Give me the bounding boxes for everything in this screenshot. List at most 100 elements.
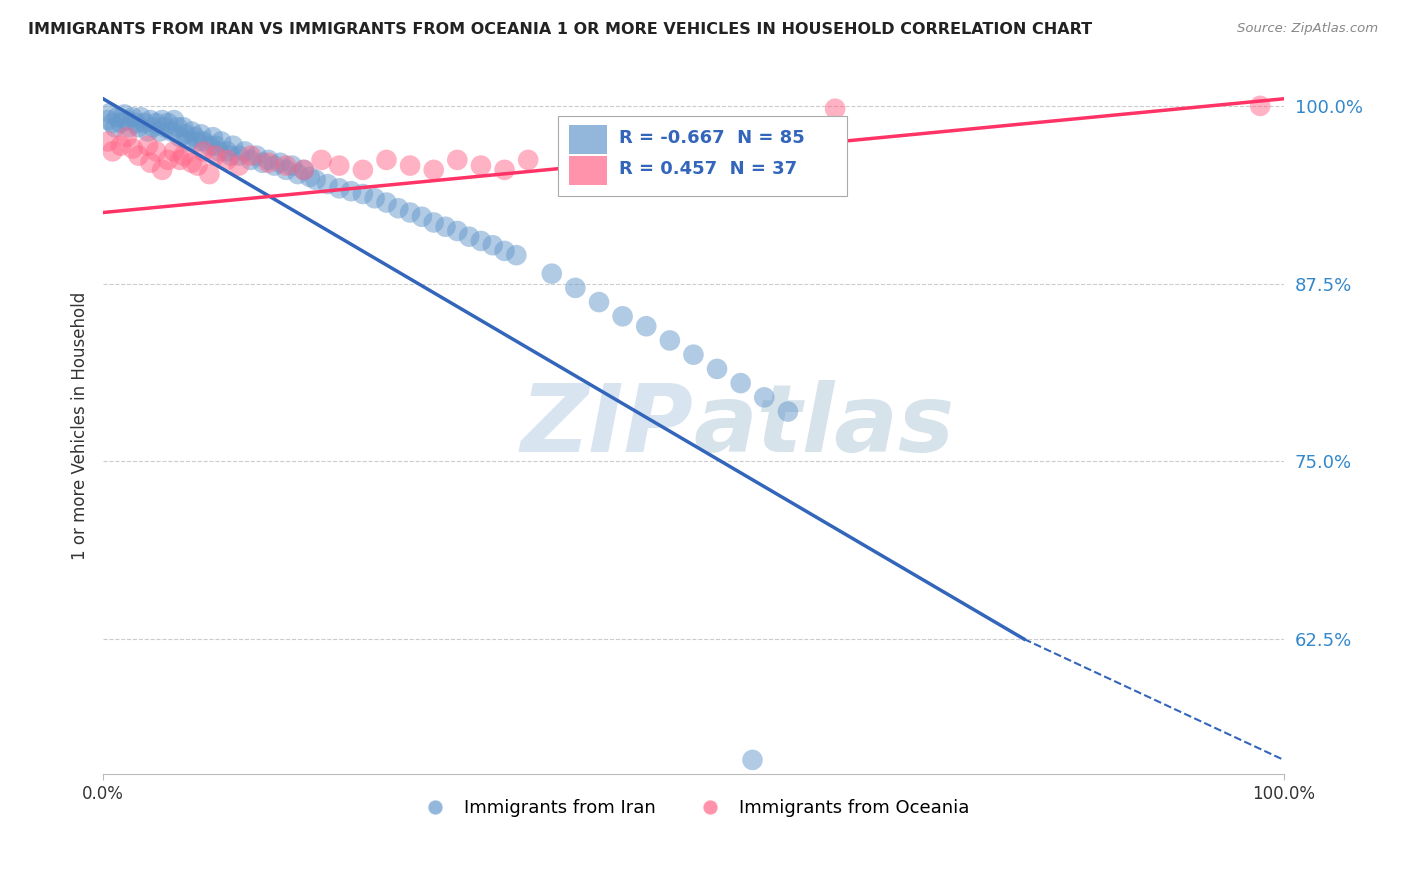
Text: Source: ZipAtlas.com: Source: ZipAtlas.com [1237, 22, 1378, 36]
Point [180, 124, 202, 138]
Point [494, 244, 516, 258]
Point [101, 116, 124, 130]
Point [298, 169, 321, 184]
Point [149, 124, 172, 138]
Point [219, 148, 242, 162]
Point [217, 153, 239, 167]
Point [97, 135, 120, 149]
Point [399, 159, 422, 173]
Point [494, 162, 516, 177]
Point [636, 319, 658, 334]
Point [422, 162, 444, 177]
Point [169, 153, 191, 167]
Point [658, 334, 681, 348]
Point [276, 162, 298, 177]
Point [129, 110, 152, 124]
Point [263, 159, 285, 173]
Point [139, 113, 162, 128]
Point [612, 310, 634, 324]
Point [776, 404, 799, 418]
Point [287, 167, 309, 181]
Point [706, 362, 728, 376]
Point [128, 120, 150, 135]
Point [115, 130, 138, 145]
Point [157, 116, 180, 130]
Point [276, 159, 298, 173]
Point [172, 120, 194, 135]
Point [730, 376, 752, 391]
Point [470, 159, 492, 173]
Point [239, 148, 262, 162]
Point [118, 120, 141, 135]
Point [682, 348, 704, 362]
Point [112, 107, 135, 121]
Point [153, 120, 176, 135]
Point [190, 128, 212, 142]
Point [269, 155, 291, 169]
Point [184, 130, 207, 145]
Point [399, 205, 422, 219]
Point [101, 145, 124, 159]
Point [316, 177, 339, 191]
Point [311, 153, 333, 167]
Point [328, 181, 350, 195]
Point [198, 138, 221, 153]
Point [292, 162, 315, 177]
Point [150, 162, 173, 177]
Text: IMMIGRANTS FROM IRAN VS IMMIGRANTS FROM OCEANIA 1 OR MORE VEHICLES IN HOUSEHOLD : IMMIGRANTS FROM IRAN VS IMMIGRANTS FROM … [28, 22, 1092, 37]
Point [98, 106, 121, 120]
Point [446, 153, 468, 167]
Point [217, 145, 239, 159]
Point [163, 145, 186, 159]
Point [169, 130, 191, 145]
Point [540, 267, 562, 281]
Point [136, 138, 159, 153]
Point [105, 110, 128, 124]
Point [239, 153, 262, 167]
Point [304, 173, 326, 187]
Point [172, 148, 194, 162]
Point [104, 120, 127, 135]
Point [824, 102, 846, 116]
Point [363, 191, 385, 205]
Point [115, 113, 138, 128]
Point [139, 155, 162, 169]
Point [517, 153, 540, 167]
Point [352, 187, 374, 202]
Point [422, 215, 444, 229]
Point [505, 248, 527, 262]
Point [470, 234, 492, 248]
Point [228, 148, 250, 162]
Point [564, 281, 586, 295]
Point [145, 116, 167, 130]
Point [252, 155, 274, 169]
Point [145, 145, 167, 159]
Point [180, 155, 202, 169]
Point [157, 153, 180, 167]
Point [110, 138, 132, 153]
Point [411, 210, 433, 224]
Point [228, 159, 250, 173]
Point [257, 153, 280, 167]
Point [125, 116, 148, 130]
Point [588, 295, 610, 310]
Point [121, 142, 143, 156]
Point [387, 201, 409, 215]
Point [292, 162, 315, 177]
Point [128, 148, 150, 162]
Point [352, 162, 374, 177]
Text: R = 0.457  N = 37: R = 0.457 N = 37 [619, 161, 797, 178]
Point [375, 153, 398, 167]
Text: atlas: atlas [693, 380, 955, 472]
Text: R = -0.667  N = 85: R = -0.667 N = 85 [619, 129, 804, 147]
Point [246, 148, 269, 162]
Point [204, 138, 226, 153]
Point [177, 135, 200, 149]
FancyBboxPatch shape [569, 125, 607, 154]
Point [174, 128, 197, 142]
Point [110, 116, 132, 130]
Point [208, 145, 231, 159]
Point [163, 113, 186, 128]
Point [142, 120, 165, 135]
Point [134, 116, 156, 130]
